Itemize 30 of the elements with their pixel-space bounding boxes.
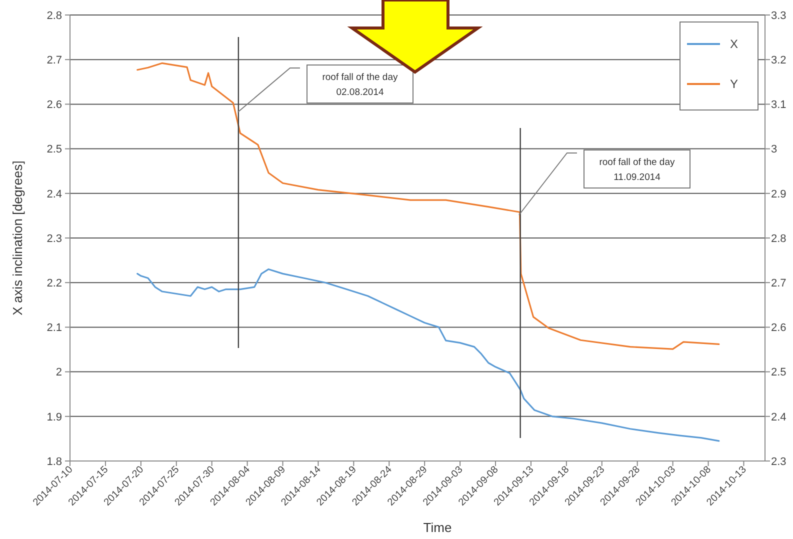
- y-tick-label: 2.7: [46, 54, 62, 66]
- line-series: [136, 268, 720, 442]
- y-tick-label: 1.9: [46, 411, 62, 424]
- y-tick-label: 2.5: [46, 144, 62, 156]
- y2-tick-label: 2.6: [771, 322, 786, 334]
- line-series: [136, 62, 720, 350]
- y-axis-title: X axis inclination [degrees]: [10, 160, 25, 316]
- y2-tick-label: 3: [771, 144, 778, 156]
- y-tick-label: 2.4: [46, 188, 62, 200]
- legend-label: Y: [730, 77, 738, 92]
- legend-label: X: [730, 37, 738, 52]
- x-axis-title: Time: [423, 520, 452, 535]
- y-tick-label: 1.8: [46, 456, 62, 468]
- y-tick-label: 2: [56, 366, 62, 379]
- y2-tick-label: 2.8: [771, 232, 786, 245]
- y2-tick-label: 2.5: [771, 366, 786, 379]
- y-tick-label: 2.1: [46, 322, 62, 334]
- y-tick-label: 2.8: [46, 10, 62, 22]
- y2-tick-label: 3.1: [771, 99, 786, 112]
- y-tick-label: 2.3: [46, 232, 62, 245]
- y2-tick-label: 2.7: [771, 277, 786, 290]
- y2-tick-label: 2.9: [771, 188, 786, 200]
- y2-tick-label: 2.3: [771, 456, 786, 468]
- annotation: roof fall of the day 02.08.2014: [322, 72, 398, 98]
- y2-tick-label: 3.2: [771, 54, 786, 66]
- annotation: roof fall of the day 11.09.2014: [599, 157, 675, 183]
- y-tick-label: 2.6: [46, 99, 62, 112]
- y2-tick-label: 2.4: [771, 411, 786, 424]
- y2-tick-label: 3.3: [771, 10, 786, 22]
- y-tick-label: 2.2: [46, 277, 62, 290]
